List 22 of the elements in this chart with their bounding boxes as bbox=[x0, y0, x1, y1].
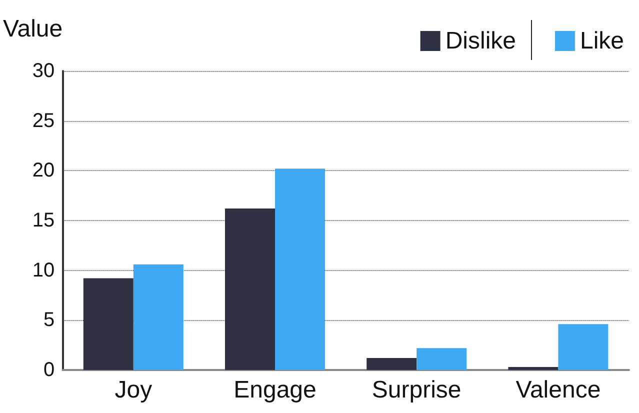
x-tick-label: Joy bbox=[114, 376, 152, 404]
x-tick-label: Surprise bbox=[372, 376, 462, 404]
y-tick-label: 25 bbox=[32, 110, 55, 132]
y-tick-label: 20 bbox=[32, 160, 55, 182]
y-tick-label: 0 bbox=[43, 359, 55, 381]
y-tick-label: 10 bbox=[32, 259, 55, 282]
bar bbox=[275, 168, 325, 370]
bar bbox=[83, 278, 134, 370]
bar bbox=[366, 358, 417, 370]
legend-label: Like bbox=[580, 28, 624, 54]
y-tick-label: 15 bbox=[32, 210, 55, 232]
x-tick-label: Valence bbox=[516, 376, 601, 404]
y-tick-label: 30 bbox=[32, 60, 55, 82]
bar bbox=[133, 264, 184, 370]
legend-label: Dislike bbox=[445, 28, 516, 54]
bar bbox=[558, 324, 608, 370]
bar bbox=[225, 208, 275, 370]
bar bbox=[508, 367, 558, 370]
bar bbox=[416, 348, 467, 370]
y-tick-label: 5 bbox=[43, 309, 55, 332]
x-tick-label: Engage bbox=[234, 376, 316, 404]
y-axis-title: Value bbox=[2, 16, 63, 42]
